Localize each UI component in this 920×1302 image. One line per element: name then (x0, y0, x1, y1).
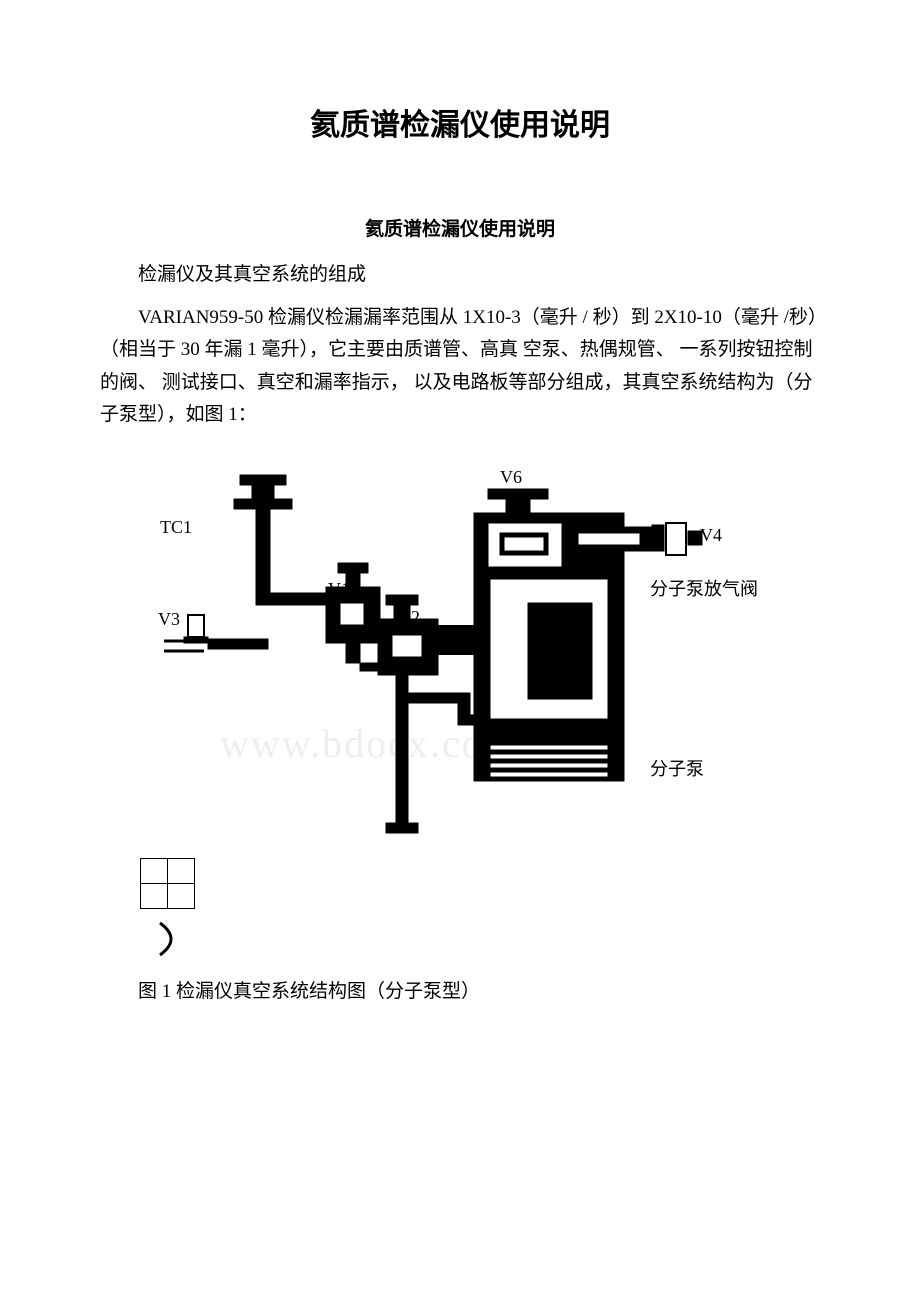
section-heading: 检漏仪及其真空系统的组成 (100, 259, 820, 286)
label-v2: V2 (398, 607, 420, 627)
sub-title: 氦质谱检漏仪使用说明 (100, 214, 820, 241)
main-title: 氦质谱检漏仪使用说明 (100, 100, 820, 144)
label-v1: V1 (328, 579, 350, 599)
small-curve-glyph (154, 919, 820, 964)
label-v4: V4 (700, 525, 722, 545)
vacuum-system-diagram: TC1 V1 V2 V3 V4 V6 分子泵放气阀 分子泵 (100, 445, 820, 850)
label-v3: V3 (158, 609, 180, 629)
intro-paragraph: VARIAN959-50 检漏仪检漏漏率范围从 1X10-3（毫升 / 秒）到 … (100, 302, 820, 431)
label-vent-valve: 分子泵放气阀 (650, 579, 758, 599)
small-grid (140, 858, 820, 909)
label-tc1: TC1 (160, 517, 192, 537)
label-v6: V6 (500, 467, 522, 487)
label-molecular-pump: 分子泵 (650, 759, 704, 779)
figure-caption: 图 1 检漏仪真空系统结构图（分子泵型） (100, 976, 820, 1003)
